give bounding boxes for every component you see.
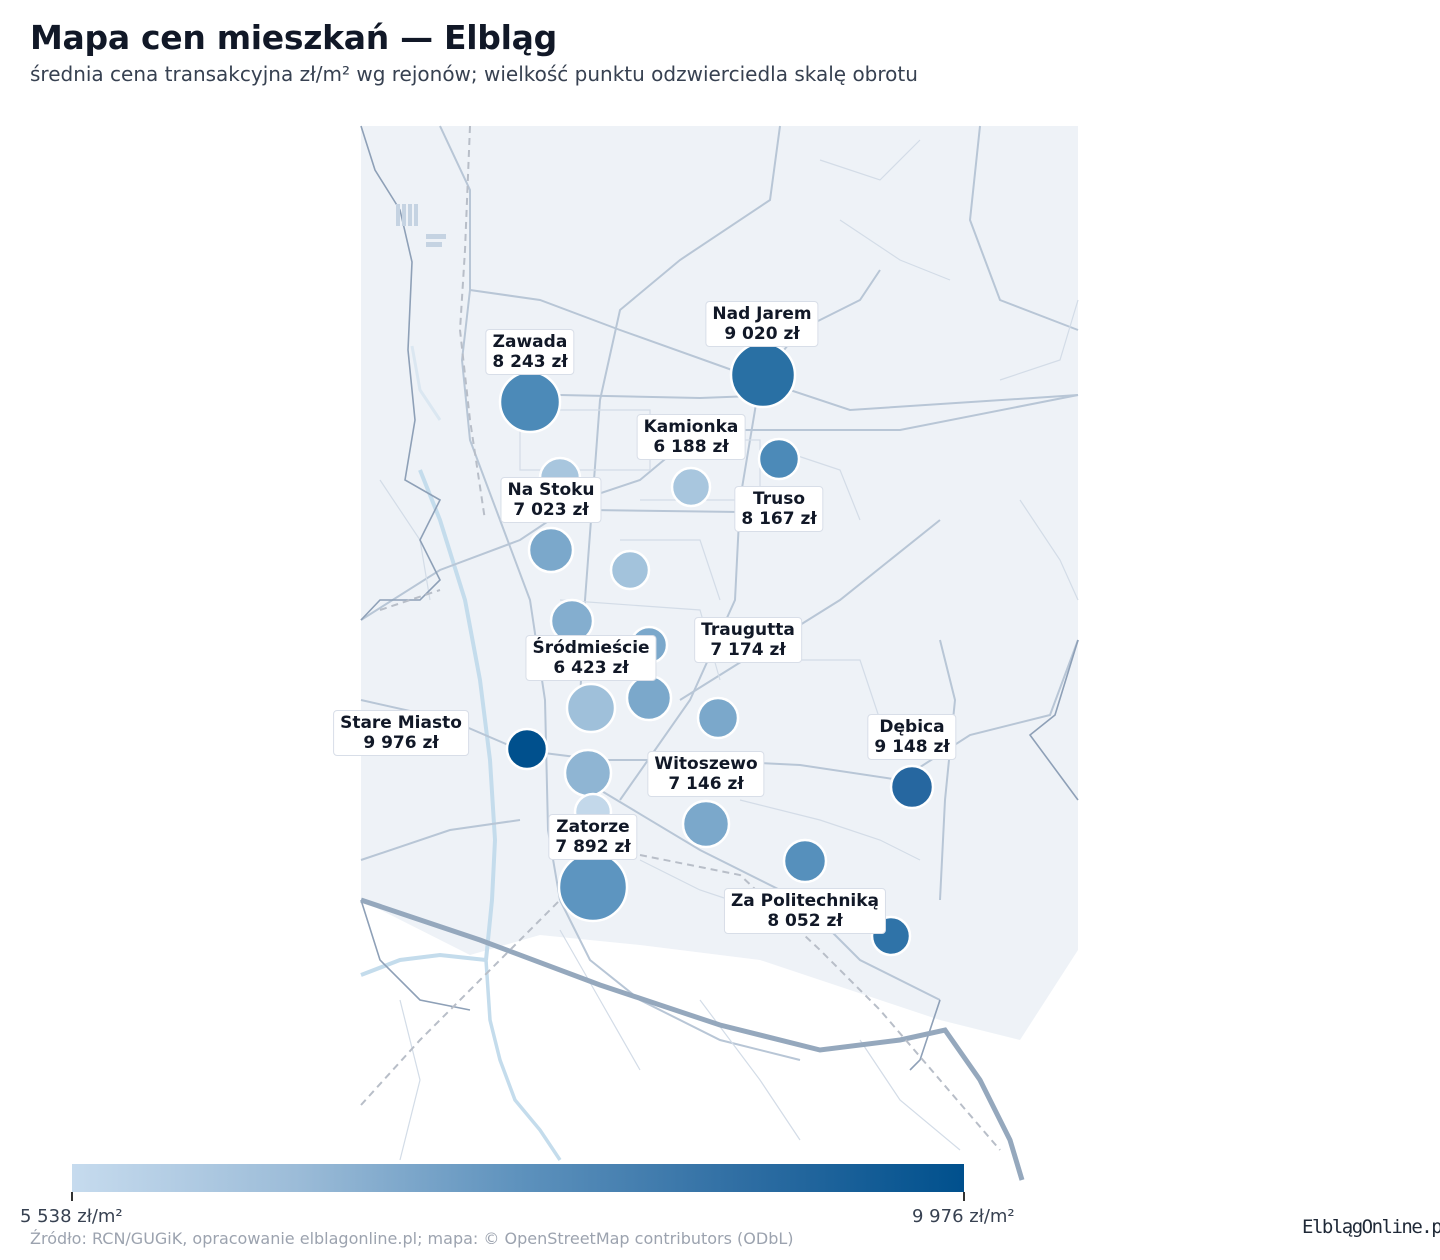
region-name: Truso [752,489,806,509]
region-value: 8 052 zł [767,911,843,931]
marker-na-stoku[interactable] [527,526,575,574]
region-value: 6 423 zł [553,658,629,678]
region-name: Na Stoku [507,480,595,500]
marker-unlabeled[interactable] [782,838,828,884]
label-za-politechnika: Za Politechniką 8 052 zł [723,888,887,934]
region-name: Zawada [492,332,568,352]
region-name: Śródmieście [532,638,650,658]
marker-zatorze[interactable] [557,851,629,923]
region-value: 7 174 zł [710,640,786,660]
marker-truso[interactable] [757,437,801,481]
source-note: Źródło: RCN/GUGiK, opracowanie elblagonl… [30,1229,794,1248]
colorbar-max-label: 9 976 zł/m² [912,1206,1015,1227]
marker-unlabeled[interactable] [625,674,673,722]
brand-logo[interactable]: ElblągOnline.pl [1302,1216,1440,1238]
page-title: Mapa cen mieszkań — Elbląg [30,18,557,57]
region-value: 7 892 zł [555,837,631,857]
marker-kamionka[interactable] [670,466,712,508]
region-value: 9 020 zł [724,324,800,344]
label-kamionka: Kamionka 6 188 zł [636,414,746,460]
region-value: 8 167 zł [741,509,817,529]
marker-witoszewo[interactable] [681,799,731,849]
marker-srodmiescie[interactable] [565,682,617,734]
region-name: Witoszewo [654,754,758,774]
colorbar-tick-min [71,1192,73,1201]
region-name: Za Politechniką [730,891,880,911]
region-name: Nad Jarem [712,304,812,324]
marker-stare-miasto[interactable] [505,727,549,771]
label-traugutta: Traugutta 7 174 zł [694,617,802,663]
region-value: 7 023 zł [513,500,589,520]
label-stare-miasto: Stare Miasto 9 976 zł [333,710,469,756]
label-truso: Truso 8 167 zł [734,486,824,532]
marker-unlabeled[interactable] [563,748,613,798]
region-name: Stare Miasto [340,713,462,733]
marker-debica[interactable] [889,764,935,810]
region-value: 7 146 zł [668,774,744,794]
region-value: 8 243 zł [492,352,568,372]
label-zatorze: Zatorze 7 892 zł [548,814,638,860]
marker-unlabeled[interactable] [609,549,651,591]
region-name: Dębica [879,717,945,737]
label-srodmiescie: Śródmieście 6 423 zł [525,635,657,681]
region-value: 9 148 zł [874,737,950,757]
label-na-stoku: Na Stoku 7 023 zł [500,477,602,523]
region-value: 9 976 zł [363,733,439,753]
region-name: Kamionka [643,417,739,437]
marker-nad-jarem[interactable] [729,341,797,409]
label-witoszewo: Witoszewo 7 146 zł [647,751,765,797]
region-value: 6 188 zł [653,437,729,457]
colorbar-tick-max [963,1192,965,1201]
page-subtitle: średnia cena transakcyjna zł/m² wg rejon… [30,62,918,86]
region-name: Traugutta [701,620,795,640]
label-debica: Dębica 9 148 zł [867,714,957,760]
region-name: Zatorze [556,817,630,837]
marker-zawada[interactable] [498,370,562,434]
marker-traugutta[interactable] [696,696,740,740]
colorbar [72,1164,964,1192]
colorbar-min-label: 5 538 zł/m² [20,1206,123,1227]
label-zawada: Zawada 8 243 zł [485,329,575,375]
label-nad-jarem: Nad Jarem 9 020 zł [705,301,819,347]
